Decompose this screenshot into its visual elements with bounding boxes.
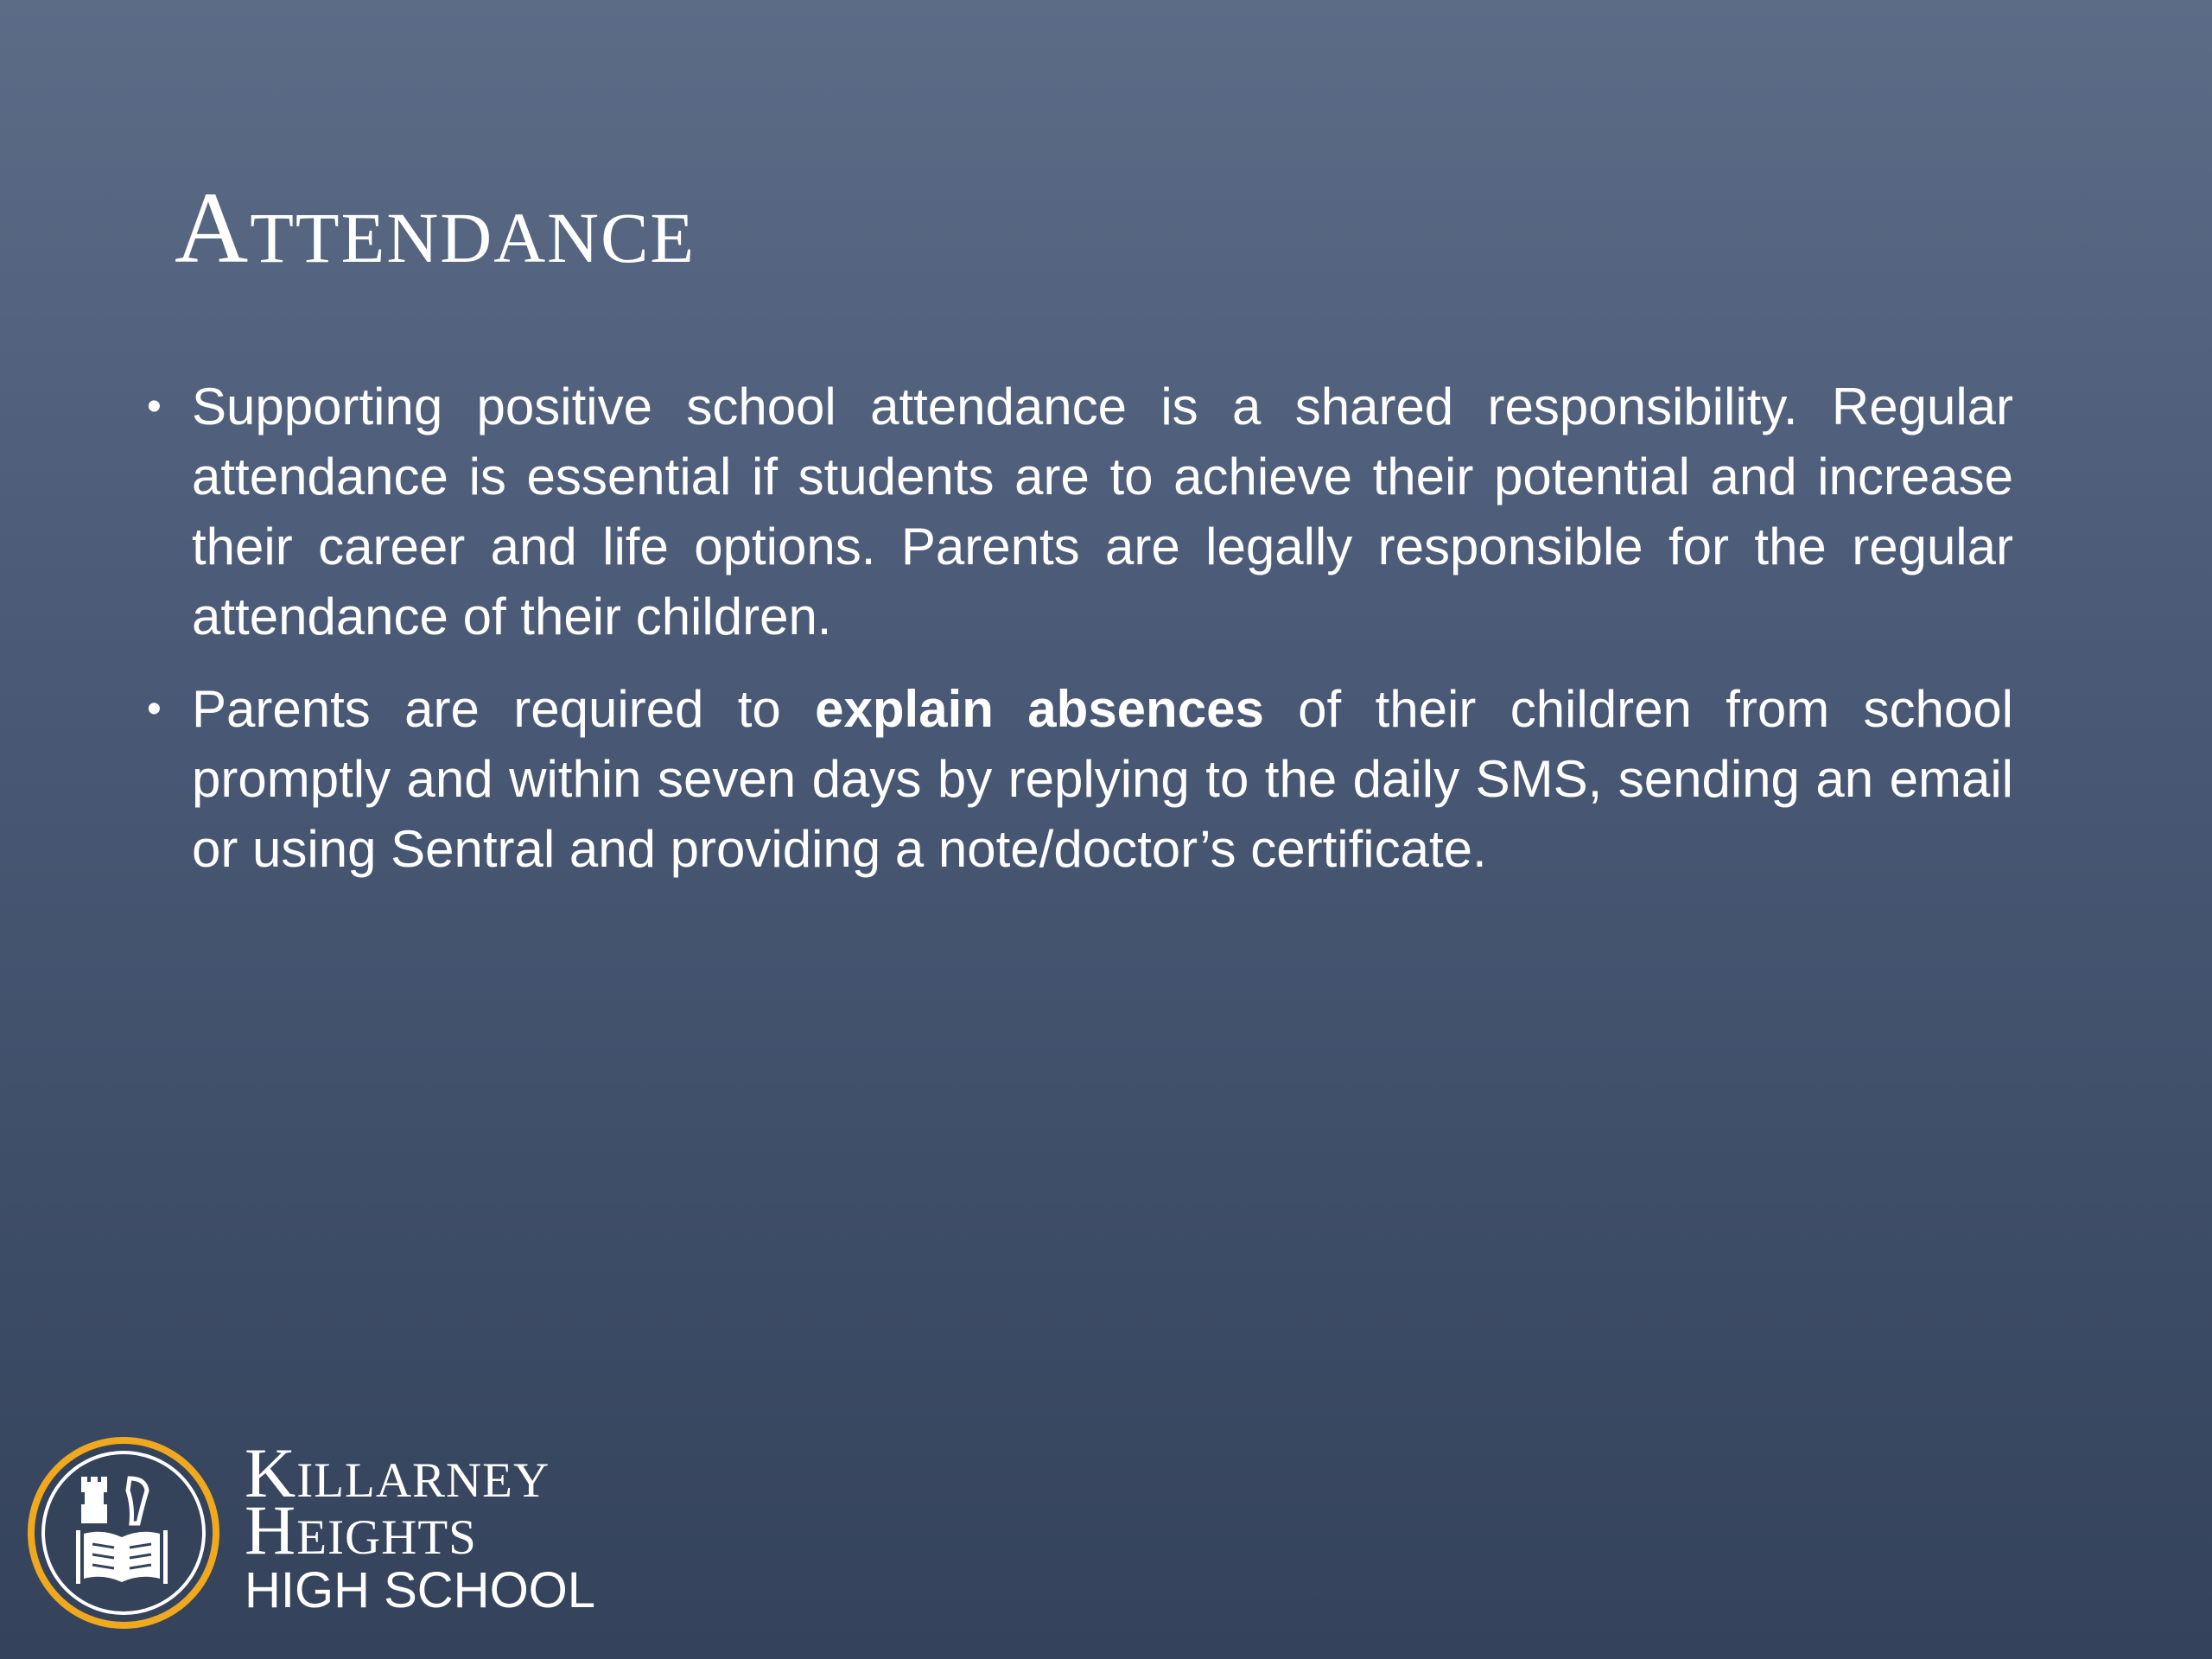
school-crest-icon (28, 1437, 219, 1629)
slide-title: Attendance (175, 171, 696, 284)
slide-content: • Supporting positive school attendance … (147, 372, 2013, 906)
bullet-icon: • (147, 686, 162, 732)
bullet-item: • Supporting positive school attendance … (147, 372, 2013, 652)
bullet-text: Parents are required to (192, 680, 816, 738)
school-name-line1: Killarney (245, 1433, 550, 1512)
bullet-icon: • (147, 384, 162, 429)
school-logo: Killarney Heights HIGH SCHOOL (26, 1434, 683, 1642)
bullet-bold-text: explain absences (815, 680, 1264, 738)
bullet-item: • Parents are required to explain absenc… (147, 674, 2013, 884)
bullet-text: of their children from school promptly a… (192, 680, 2013, 878)
crest-emblem-icon (76, 1476, 168, 1584)
school-name-line3: HIGH SCHOOL (245, 1562, 596, 1618)
school-name-line2: Heights (245, 1491, 477, 1569)
school-name: Killarney Heights HIGH SCHOOL (245, 1433, 596, 1619)
bullet-text: Supporting positive school attendance is… (192, 378, 2013, 645)
